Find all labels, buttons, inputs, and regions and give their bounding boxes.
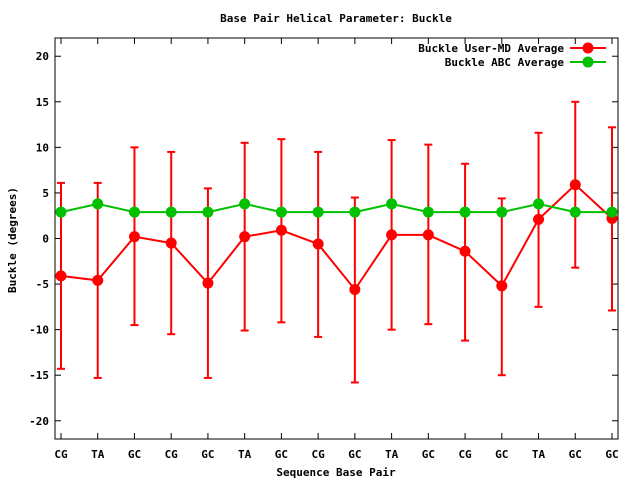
x-tick-label: GC bbox=[605, 448, 618, 461]
chart-title: Base Pair Helical Parameter: Buckle bbox=[220, 12, 452, 25]
x-tick-label: GC bbox=[569, 448, 582, 461]
data-point-1 bbox=[92, 198, 104, 210]
y-tick-label: -10 bbox=[29, 324, 49, 337]
data-point-0 bbox=[349, 284, 361, 296]
x-tick-label: TA bbox=[238, 448, 252, 461]
data-point-1 bbox=[533, 198, 545, 210]
data-point-0 bbox=[312, 238, 324, 250]
data-point-1 bbox=[606, 206, 618, 218]
x-tick-label: GC bbox=[275, 448, 288, 461]
data-point-1 bbox=[312, 206, 324, 218]
data-point-0 bbox=[55, 270, 67, 282]
y-tick-label: 5 bbox=[42, 187, 49, 200]
y-tick-label: -20 bbox=[29, 415, 49, 428]
data-point-1 bbox=[239, 198, 251, 210]
x-tick-label: GC bbox=[348, 448, 361, 461]
y-axis-label: Buckle (degrees) bbox=[6, 187, 19, 293]
series-layer bbox=[55, 179, 618, 296]
data-point-1 bbox=[349, 206, 361, 218]
x-tick-label: CG bbox=[54, 448, 68, 461]
y-tick-label: 0 bbox=[42, 233, 49, 246]
data-point-0 bbox=[202, 277, 214, 289]
data-point-0 bbox=[92, 274, 104, 286]
axis-ticks: -20 -15 -10 -5 0 5 10 15 20 CG TA GC CG GC TA GC CG GC TA G… bbox=[29, 38, 619, 461]
y-tick-label: -15 bbox=[29, 369, 49, 382]
x-tick-label: TA bbox=[385, 448, 399, 461]
data-point-1 bbox=[128, 206, 140, 218]
data-point-1 bbox=[569, 206, 581, 218]
legend-label: Buckle User-MD Average bbox=[418, 42, 564, 55]
x-tick-label: TA bbox=[532, 448, 546, 461]
x-tick-label: GC bbox=[495, 448, 508, 461]
x-tick-label: GC bbox=[201, 448, 214, 461]
data-point-1 bbox=[165, 206, 177, 218]
data-point-0 bbox=[496, 280, 508, 292]
y-tick-label: 15 bbox=[36, 96, 49, 109]
y-tick-label: 20 bbox=[36, 50, 49, 63]
data-point-0 bbox=[165, 237, 177, 249]
data-point-0 bbox=[459, 245, 471, 257]
x-tick-label: CG bbox=[458, 448, 472, 461]
x-tick-label: GC bbox=[128, 448, 141, 461]
data-point-0 bbox=[275, 224, 287, 236]
x-tick-label: GC bbox=[422, 448, 435, 461]
x-tick-label: CG bbox=[312, 448, 326, 461]
legend-marker bbox=[582, 42, 594, 54]
x-axis-label: Sequence Base Pair bbox=[276, 466, 396, 479]
data-point-0 bbox=[533, 213, 545, 225]
data-point-1 bbox=[422, 206, 434, 218]
data-point-1 bbox=[386, 198, 398, 210]
data-point-0 bbox=[128, 231, 140, 243]
series-line-0 bbox=[60, 183, 613, 292]
data-point-0 bbox=[422, 229, 434, 241]
data-point-1 bbox=[202, 206, 214, 218]
y-tick-label: 10 bbox=[36, 141, 49, 154]
data-point-0 bbox=[386, 229, 398, 241]
series-line-1 bbox=[60, 202, 612, 214]
data-point-1 bbox=[459, 206, 471, 218]
x-tick-label: TA bbox=[91, 448, 105, 461]
x-tick-label: CG bbox=[165, 448, 179, 461]
data-point-1 bbox=[496, 206, 508, 218]
legend-marker bbox=[582, 56, 594, 68]
data-point-0 bbox=[569, 179, 581, 191]
error-bars bbox=[57, 100, 616, 384]
legend-label: Buckle ABC Average bbox=[445, 56, 565, 69]
data-point-1 bbox=[275, 206, 287, 218]
data-point-1 bbox=[55, 206, 67, 218]
data-point-0 bbox=[239, 231, 251, 243]
y-tick-label: -5 bbox=[36, 278, 49, 291]
